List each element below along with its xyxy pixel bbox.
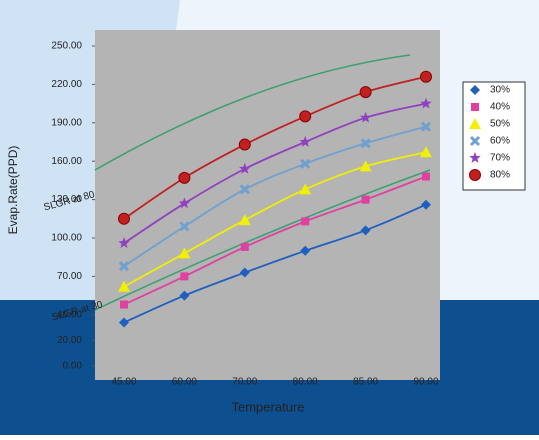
data-point [420, 70, 432, 83]
data-point [178, 171, 191, 184]
y-tick-label: 220.00 [51, 79, 82, 90]
legend-marker [471, 103, 479, 111]
slgr-lower-curve [94, 169, 431, 311]
legend-marker [470, 85, 480, 95]
y-tick-label: 100.00 [51, 233, 82, 244]
x-tick-label: 90.00 [413, 377, 438, 388]
y-tick-label: 250.00 [51, 41, 82, 52]
data-point [360, 225, 371, 236]
data-point [420, 121, 432, 132]
series-line [123, 203, 427, 324]
y-tick-label: 40.00 [57, 309, 82, 320]
data-point [299, 136, 311, 147]
data-point [299, 110, 312, 123]
y-tick-label: 0.00 [63, 361, 83, 372]
series-line [123, 175, 427, 306]
data-point [118, 237, 130, 248]
x-tick-label: 45.00 [111, 377, 136, 388]
data-point [299, 183, 312, 195]
legend-marker [469, 152, 481, 163]
data-point [118, 280, 130, 292]
legend-marker [469, 135, 481, 147]
x-tick-label: 80.00 [293, 377, 318, 388]
data-point [359, 86, 372, 99]
data-point [422, 172, 430, 181]
legend-label: 30% [490, 85, 510, 96]
legend-marker [469, 169, 481, 181]
data-point [120, 300, 128, 309]
legend-marker [469, 118, 481, 129]
y-tick-label: 130.00 [51, 194, 82, 205]
data-point [361, 195, 370, 204]
data-point [300, 245, 311, 256]
y-axis-title: Evap.Rate(PPD) [6, 146, 20, 235]
data-point [180, 272, 189, 281]
data-point [239, 267, 250, 278]
data-point [238, 138, 251, 151]
x-tick-label: 60.00 [172, 377, 197, 388]
legend-label: 70% [490, 153, 510, 164]
data-point [239, 184, 250, 195]
data-point [420, 97, 432, 109]
data-point [359, 111, 372, 123]
y-tick-label: 160.00 [51, 156, 82, 167]
data-point [240, 242, 249, 251]
y-tick-label: 70.00 [57, 271, 82, 282]
data-point [360, 138, 371, 149]
data-point [239, 162, 251, 174]
data-point [178, 247, 191, 259]
data-point [179, 290, 190, 301]
y-tick-label: 20.00 [57, 335, 82, 346]
legend-label: 60% [490, 136, 510, 147]
x-tick-label: 85.00 [353, 377, 378, 388]
data-point [421, 199, 431, 210]
x-tick-label: 70.00 [232, 377, 257, 388]
data-point [179, 221, 190, 232]
data-point [300, 158, 311, 169]
data-point [359, 160, 372, 172]
y-tick-label: 190.00 [51, 117, 82, 128]
data-point [420, 146, 432, 158]
data-point [118, 261, 130, 272]
legend-label: 50% [490, 119, 510, 130]
data-point [238, 214, 251, 226]
legend-label: 40% [490, 102, 510, 113]
data-point [301, 217, 310, 226]
x-axis-title: Temperature [232, 399, 305, 414]
plot-area [95, 30, 440, 380]
data-point [119, 317, 129, 328]
slgr-upper-curve [94, 54, 411, 171]
data-point [178, 197, 191, 209]
legend-label: 80% [490, 170, 510, 181]
data-point [118, 212, 130, 225]
